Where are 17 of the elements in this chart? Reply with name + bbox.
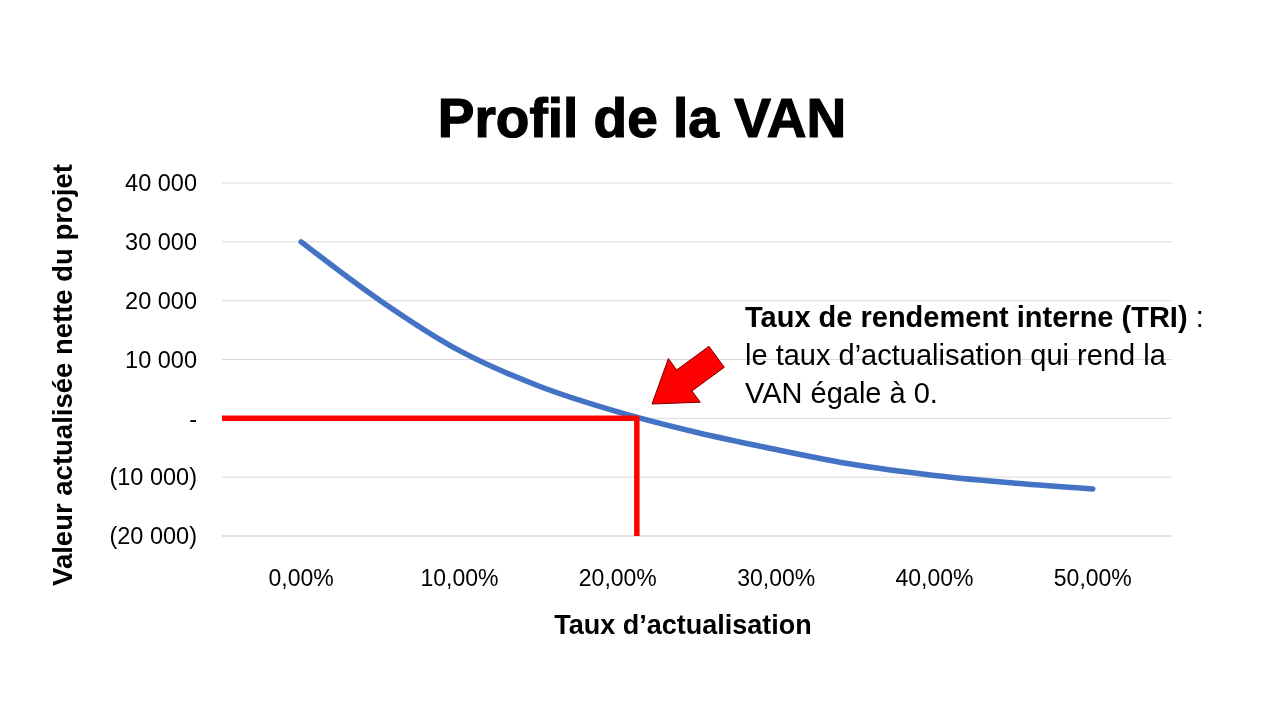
y-tick-label: 30 000 [125, 229, 197, 256]
y-tick-label: (20 000) [109, 523, 197, 550]
x-tick-label: 20,00% [578, 565, 657, 591]
annotation: Taux de rendement interne (TRI) [745, 301, 1196, 333]
x-tick-label: 40,00% [895, 565, 974, 591]
y-tick-label: (10 000) [109, 464, 197, 491]
y-tick-label: - [189, 405, 197, 432]
chart-title: Profil de la VAN [437, 87, 847, 149]
x-tick-label: 0,00% [268, 565, 334, 591]
y-tick-label: 10 000 [125, 346, 197, 373]
y-tick-label: 20 000 [125, 287, 197, 314]
x-tick-label: 50,00% [1053, 565, 1132, 591]
y-tick-label: 40 000 [125, 170, 197, 197]
x-axis-title: Taux d’actualisation [554, 610, 812, 640]
x-tick-label: 10,00% [420, 565, 499, 591]
x-tick-label: 30,00% [737, 565, 816, 591]
y-axis-title: Valeur actualisée nette du projet [46, 164, 78, 586]
